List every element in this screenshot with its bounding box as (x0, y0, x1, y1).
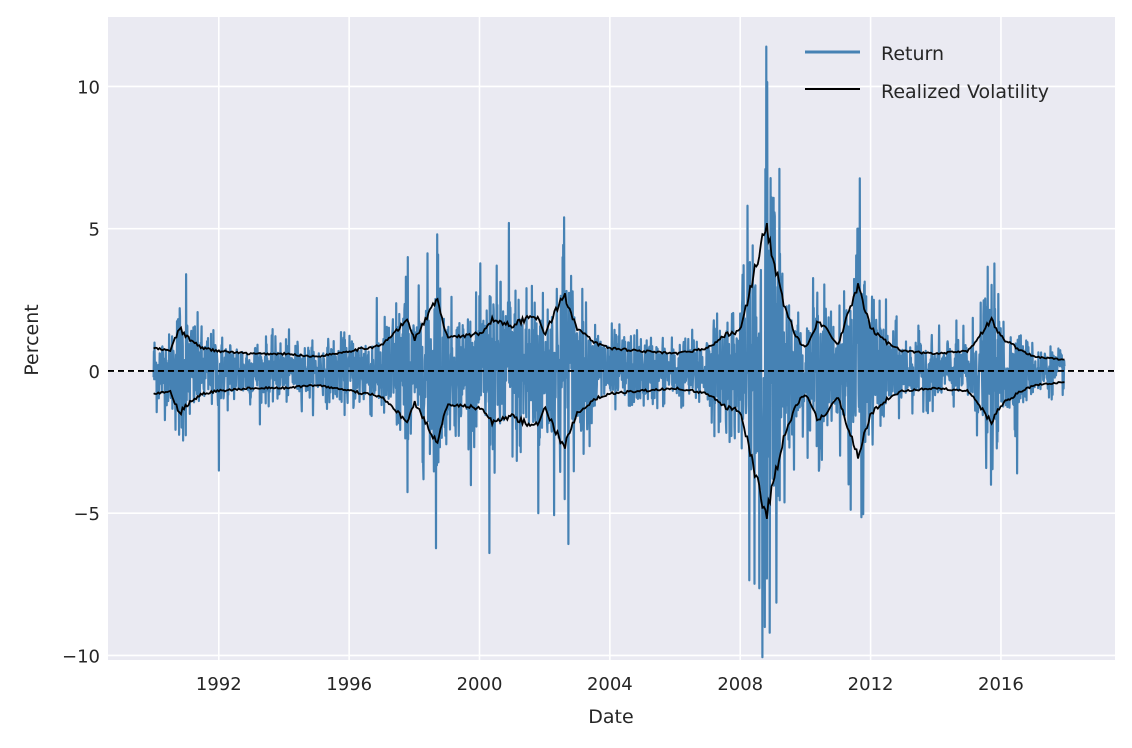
x-tick-label: 2012 (848, 674, 894, 695)
return-series-line (152, 45, 1066, 659)
x-tick-label: 2004 (587, 674, 633, 695)
x-tick-label: 1992 (196, 674, 242, 695)
legend: Return Realized Volatility (805, 43, 1049, 103)
y-tick-label: 0 (89, 362, 100, 383)
realized-volatility-lower-line (153, 381, 1065, 519)
y-tick-label: 5 (89, 220, 100, 241)
y-axis-label: Percent (21, 304, 43, 376)
y-tick-label: −5 (73, 504, 100, 525)
x-axis-label: Date (588, 706, 633, 728)
y-tick-label: −10 (62, 646, 100, 667)
realized-volatility-upper-line (153, 222, 1065, 361)
plot-area (108, 45, 1115, 659)
legend-volatility-label: Realized Volatility (881, 81, 1049, 103)
x-tick-label: 2000 (457, 674, 503, 695)
x-tick-label: 1996 (326, 674, 372, 695)
y-tick-label: 10 (77, 77, 100, 98)
x-tick-label: 2016 (978, 674, 1024, 695)
tick-labels: 1992 1996 2000 2004 2008 2012 2016 −10 −5 0 5 10 (62, 77, 1024, 695)
legend-return-label: Return (881, 43, 944, 65)
x-tick-label: 2008 (717, 674, 763, 695)
